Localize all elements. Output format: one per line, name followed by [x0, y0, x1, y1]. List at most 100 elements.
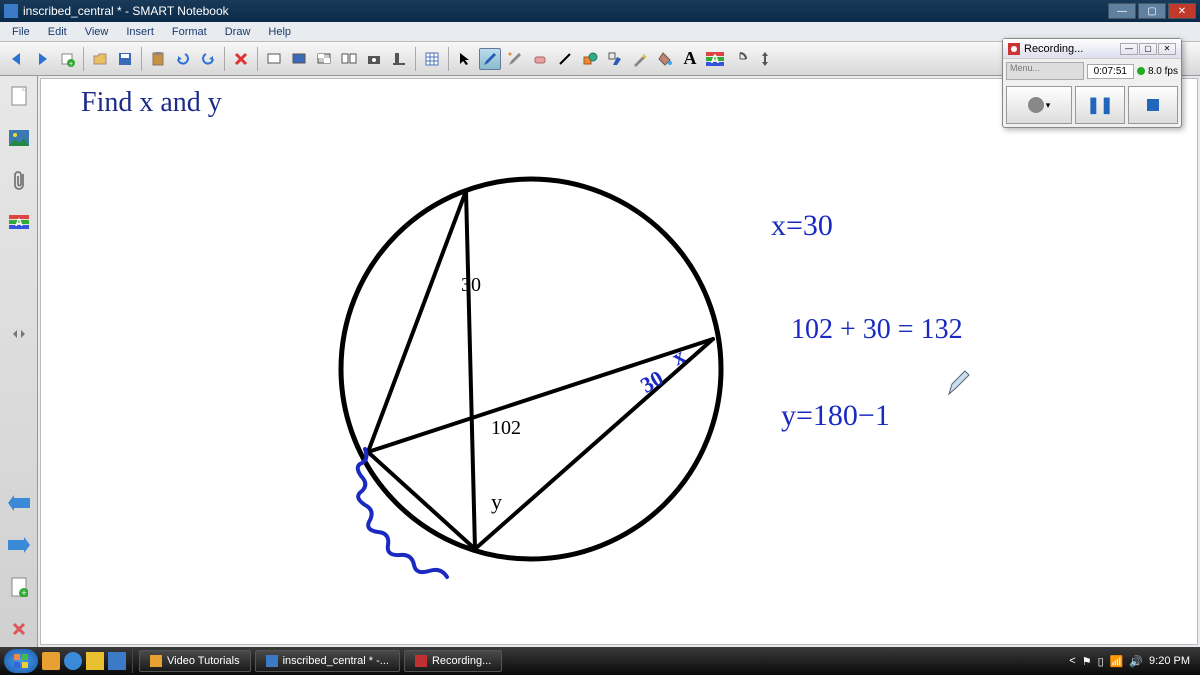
ql-4[interactable] [108, 652, 126, 670]
maximize-button[interactable]: ▢ [1138, 3, 1166, 19]
prev-page-arrow[interactable] [7, 491, 31, 515]
recorder-maximize[interactable]: ▢ [1139, 43, 1157, 55]
start-button[interactable] [4, 649, 38, 673]
ql-1[interactable] [42, 652, 60, 670]
taskbar-item-label: Recording... [432, 655, 491, 667]
attachments-tab[interactable] [7, 168, 31, 192]
recorder-titlebar[interactable]: Recording... — ▢ ✕ [1003, 39, 1181, 59]
table-button[interactable] [421, 48, 443, 70]
handwritten-work: 102 + 30 = 132 [791, 314, 963, 346]
tray-volume-icon[interactable]: 🔊 [1129, 655, 1143, 668]
menu-file[interactable]: File [4, 24, 38, 40]
add-page-button[interactable]: + [56, 48, 78, 70]
tray-battery-icon[interactable]: ▯ [1098, 655, 1104, 668]
recorder-minimize[interactable]: — [1120, 43, 1138, 55]
folder-icon [150, 655, 162, 667]
app-icon [4, 4, 18, 18]
page-sorter-tab[interactable] [7, 84, 31, 108]
taskbar-item-label: inscribed_central * -... [283, 655, 389, 667]
tray-clock[interactable]: 9:20 PM [1149, 655, 1190, 667]
figure-label: y [491, 489, 502, 515]
canvas-area[interactable]: Find x and y 30102y 30x x=30102 + 30 = 1… [40, 78, 1198, 645]
ql-2[interactable] [64, 652, 82, 670]
delete-button[interactable] [230, 48, 252, 70]
minimize-button[interactable]: — [1108, 3, 1136, 19]
recorder-window-buttons: — ▢ ✕ [1120, 43, 1176, 55]
figure-label: 102 [491, 417, 521, 440]
taskbar-item-recording[interactable]: Recording... [404, 650, 502, 672]
recorder-record-button[interactable]: ▾ [1006, 86, 1072, 124]
line-tool[interactable] [554, 48, 576, 70]
pencil-cursor-icon [949, 371, 969, 394]
redo-button[interactable] [197, 48, 219, 70]
tray-flag-icon[interactable]: ⚑ [1082, 655, 1092, 668]
screen-shade-button[interactable] [263, 48, 285, 70]
taskbar-item-video[interactable]: Video Tutorials [139, 650, 251, 672]
eraser-tool[interactable] [529, 48, 551, 70]
expand-tab-icon[interactable] [7, 322, 31, 346]
tray-chevron-icon[interactable]: < [1069, 655, 1075, 667]
taskbar-item-notebook[interactable]: inscribed_central * -... [255, 650, 400, 672]
pen-tool[interactable] [479, 48, 501, 70]
menu-view[interactable]: View [77, 24, 117, 40]
recorder-status-dot [1137, 67, 1145, 75]
menu-edit[interactable]: Edit [40, 24, 75, 40]
recorder-menu-dropdown[interactable]: Menu... [1006, 62, 1084, 80]
text-tool[interactable]: A [679, 48, 701, 70]
undo-button[interactable] [172, 48, 194, 70]
dual-page-button[interactable] [338, 48, 360, 70]
close-button[interactable]: ✕ [1168, 3, 1196, 19]
properties-tab[interactable]: A [7, 210, 31, 234]
notebook-icon [266, 655, 278, 667]
title-bar: inscribed_central * - SMART Notebook — ▢… [0, 0, 1200, 22]
paste-button[interactable] [147, 48, 169, 70]
window-title: inscribed_central * - SMART Notebook [23, 4, 1108, 18]
delete-page-side[interactable] [7, 617, 31, 641]
menu-insert[interactable]: Insert [118, 24, 162, 40]
creative-pen-tool[interactable] [504, 48, 526, 70]
menu-draw[interactable]: Draw [217, 24, 259, 40]
gallery-tab[interactable] [7, 126, 31, 150]
next-page-arrow[interactable] [7, 533, 31, 557]
measurement-tools[interactable] [729, 48, 751, 70]
shape-pen-tool[interactable] [604, 48, 626, 70]
properties-button[interactable]: A [704, 48, 726, 70]
save-button[interactable] [114, 48, 136, 70]
recorder-close[interactable]: ✕ [1158, 43, 1176, 55]
main-area: A + Find x and y 30102y [0, 76, 1200, 647]
open-button[interactable] [89, 48, 111, 70]
move-toolbar-button[interactable] [754, 48, 776, 70]
tray-network-icon[interactable]: 📶 [1110, 655, 1124, 668]
drawing-svg [41, 79, 1191, 644]
windows-logo-icon [12, 652, 30, 670]
quick-launch [42, 652, 126, 670]
recorder-pause-button[interactable]: ❚❚ [1075, 86, 1125, 124]
window-buttons: — ▢ ✕ [1108, 3, 1196, 19]
menu-help[interactable]: Help [260, 24, 299, 40]
capture-button[interactable] [363, 48, 385, 70]
forward-button[interactable] [31, 48, 53, 70]
taskbar-item-label: Video Tutorials [167, 655, 240, 667]
recorder-fps-text: 8.0 fps [1148, 66, 1178, 77]
shapes-tool[interactable] [579, 48, 601, 70]
back-button[interactable] [6, 48, 28, 70]
doc-camera-button[interactable] [388, 48, 410, 70]
recorder-title-text: Recording... [1024, 43, 1120, 55]
fill-tool[interactable] [654, 48, 676, 70]
menu-format[interactable]: Format [164, 24, 215, 40]
full-screen-button[interactable] [288, 48, 310, 70]
recorder-time: 0:07:51 [1087, 64, 1134, 79]
recorder-panel[interactable]: Recording... — ▢ ✕ Menu... 0:07:51 8.0 f… [1002, 38, 1182, 128]
add-page-side[interactable]: + [7, 575, 31, 599]
select-tool[interactable] [454, 48, 476, 70]
handwritten-work: x=30 [771, 209, 833, 243]
magic-pen-tool[interactable] [629, 48, 651, 70]
svg-text:A: A [15, 217, 23, 229]
svg-text:+: + [69, 61, 73, 67]
recorder-icon [1008, 43, 1020, 55]
recorder-stop-button[interactable] [1128, 86, 1178, 124]
handwritten-work: y=180−1 [781, 399, 890, 433]
transparent-bg-button[interactable] [313, 48, 335, 70]
ql-3[interactable] [86, 652, 104, 670]
svg-text:+: + [21, 588, 26, 597]
